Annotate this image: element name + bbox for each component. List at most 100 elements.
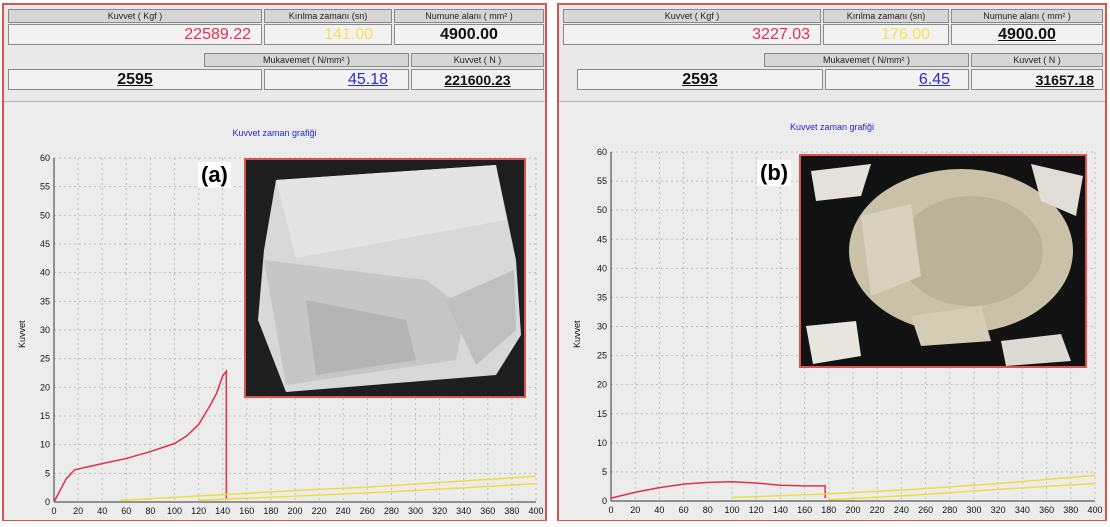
x-tick-label: 60 — [121, 506, 131, 516]
series-line-1 — [53, 369, 228, 503]
header-force-n: Kuvvet ( N ) — [411, 53, 544, 67]
x-tick-label: 220 — [870, 505, 885, 515]
y-tick-label: 5 — [45, 468, 50, 478]
value-force-kgf: 3227.03 — [563, 24, 821, 45]
x-tick-label: 400 — [528, 506, 543, 516]
series-line-3 — [828, 482, 1096, 501]
x-tick-label: 300 — [408, 506, 423, 516]
plot-area: Kuvvet zaman grafiği Kuvvet 0 20 40 60 80 100… — [4, 101, 545, 520]
value-force-n: 31657.18 — [971, 69, 1103, 90]
series-line-1 — [610, 481, 826, 499]
panel-a: Kuvvet ( Kgf ) Kırılma zamanı (sn) Numun… — [2, 3, 547, 521]
header-break-time: Kırılma zamanı (sn) — [823, 9, 949, 23]
crushed-specimen-image — [801, 156, 1085, 366]
y-tick-label: 15 — [40, 411, 50, 421]
y-tick-label: 15 — [597, 409, 607, 419]
y-tick-label: 25 — [40, 354, 50, 364]
header-break-time: Kırılma zamanı (sn) — [264, 9, 392, 23]
value-count: 2595 — [8, 69, 262, 90]
value-break-time: 176.00 — [823, 24, 949, 45]
value-strength: 45.18 — [264, 69, 409, 90]
x-tick-label: 260 — [360, 506, 375, 516]
x-tick-label: 120 — [191, 506, 206, 516]
y-tick-label: 60 — [40, 153, 50, 163]
x-tick-label: 60 — [679, 505, 689, 515]
y-tick-label: 50 — [597, 205, 607, 215]
y-tick-label: 5 — [602, 467, 607, 477]
x-tick-label: 160 — [797, 505, 812, 515]
specimen-photo — [799, 154, 1087, 368]
x-tick-label: 200 — [287, 506, 302, 516]
graph-title: Kuvvet zaman grafiği — [789, 122, 875, 132]
y-tick-label: 25 — [597, 351, 607, 361]
x-tick-label: 400 — [1087, 505, 1102, 515]
value-strength: 6.45 — [825, 69, 969, 90]
x-tick-label: 280 — [384, 506, 399, 516]
header-strength: Mukavemet ( N/mm² ) — [204, 53, 409, 67]
x-tick-label: 0 — [51, 506, 56, 516]
series-line-2 — [731, 474, 1096, 499]
x-tick-label: 380 — [1063, 505, 1078, 515]
value-count: 2593 — [577, 69, 823, 90]
y-tick-label: 55 — [40, 182, 50, 192]
x-tick-label: 360 — [1039, 505, 1054, 515]
y-tick-label: 20 — [40, 382, 50, 392]
x-tick-label: 240 — [894, 505, 909, 515]
header-force-kgf: Kuvvet ( Kgf ) — [563, 9, 821, 23]
y-tick-label: 55 — [597, 176, 607, 186]
header-specimen-area: Numune alanı ( mm² ) — [951, 9, 1103, 23]
y-tick-label: 10 — [40, 440, 50, 450]
x-tick-label: 20 — [630, 505, 640, 515]
x-tick-label: 80 — [703, 505, 713, 515]
x-tick-label: 100 — [724, 505, 739, 515]
header-force-kgf: Kuvvet ( Kgf ) — [8, 9, 262, 23]
x-tick-label: 0 — [608, 505, 613, 515]
y-tick-label: 30 — [597, 322, 607, 332]
series-line-2 — [120, 475, 537, 502]
x-tick-label: 140 — [773, 505, 788, 515]
series-line-3 — [198, 482, 537, 502]
panel-b: Kuvvet ( Kgf ) Kırılma zamanı (sn) Numun… — [557, 3, 1107, 521]
y-tick-label: 10 — [597, 438, 607, 448]
y-tick-label: 30 — [40, 325, 50, 335]
y-tick-label: 35 — [40, 296, 50, 306]
value-break-time: 141.00 — [264, 24, 392, 45]
plot-area: Kuvvet zaman grafiği Kuvvet 0 20 40 60 80 100… — [559, 101, 1105, 520]
x-tick-label: 380 — [504, 506, 519, 516]
x-tick-label: 260 — [918, 505, 933, 515]
y-tick-label: 0 — [45, 497, 50, 507]
x-tick-label: 340 — [456, 506, 471, 516]
y-tick-label: 50 — [40, 210, 50, 220]
x-tick-label: 220 — [312, 506, 327, 516]
y-tick-label: 60 — [597, 147, 607, 157]
x-tick-label: 100 — [167, 506, 182, 516]
panel-tag-a: (a) — [198, 162, 231, 188]
x-tick-label: 40 — [97, 506, 107, 516]
x-tick-label: 320 — [991, 505, 1006, 515]
header-strength: Mukavemet ( N/mm² ) — [764, 53, 969, 67]
value-force-kgf: 22589.22 — [8, 24, 262, 45]
broken-cube-image — [246, 160, 524, 396]
x-tick-label: 360 — [480, 506, 495, 516]
x-tick-label: 180 — [821, 505, 836, 515]
y-tick-label: 35 — [597, 292, 607, 302]
graph-title: Kuvvet zaman grafiği — [232, 128, 317, 138]
x-tick-label: 240 — [336, 506, 351, 516]
value-specimen-area: 4900.00 — [951, 24, 1103, 45]
y-tick-label: 40 — [597, 263, 607, 273]
y-tick-label: 45 — [597, 234, 607, 244]
y-tick-label: 0 — [602, 496, 607, 506]
x-tick-label: 280 — [942, 505, 957, 515]
x-tick-label: 300 — [966, 505, 981, 515]
header-specimen-area: Numune alanı ( mm² ) — [394, 9, 544, 23]
x-tick-label: 340 — [1015, 505, 1030, 515]
value-specimen-area: 4900.00 — [394, 24, 544, 45]
x-tick-label: 120 — [749, 505, 764, 515]
x-tick-label: 40 — [654, 505, 664, 515]
value-force-n: 221600.23 — [411, 69, 544, 90]
x-tick-label: 180 — [263, 506, 278, 516]
x-tick-label: 160 — [239, 506, 254, 516]
specimen-photo — [244, 158, 526, 398]
x-tick-label: 140 — [215, 506, 230, 516]
y-tick-label: 20 — [597, 380, 607, 390]
